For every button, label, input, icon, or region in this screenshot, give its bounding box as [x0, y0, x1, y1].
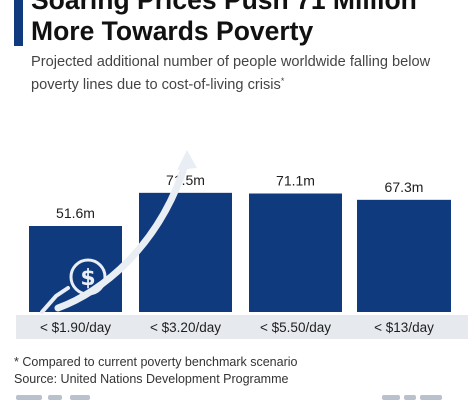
title-accent-bar	[14, 0, 23, 46]
category-label-4: < $13/day	[374, 320, 434, 335]
arrow-curve	[54, 158, 190, 312]
chart-title: Soaring Prices Push 71 Million More Towa…	[31, 0, 471, 47]
chart-title-line-2: More Towards Poverty	[31, 16, 314, 46]
pushing-figure	[40, 286, 70, 314]
value-label-1: 51.6m	[56, 205, 95, 221]
bar-4	[357, 199, 451, 312]
category-label-1: < $1.90/day	[40, 320, 111, 335]
bar-3	[249, 193, 342, 312]
dollar-sign-icon: $	[80, 266, 95, 291]
category-label-2: < $3.20/day	[150, 320, 221, 335]
arrow-head	[177, 150, 197, 170]
dollar-coin-rising-arrow-icon: $	[40, 150, 197, 314]
source-note: Source: United Nations Development Progr…	[14, 372, 289, 386]
value-label-3: 71.1m	[276, 173, 315, 189]
footnote: * Compared to current poverty benchmark …	[14, 355, 298, 369]
coin-outline	[69, 258, 107, 296]
value-label-4: 67.3m	[385, 179, 424, 195]
chart-title-line-1: Soaring Prices Push 71 Million	[31, 0, 417, 15]
brand-strip	[0, 392, 474, 400]
category-label-band	[16, 315, 468, 339]
category-label-3: < $5.50/day	[260, 320, 331, 335]
footnote-marker: *	[280, 76, 285, 86]
chart-subtitle: Projected additional number of people wo…	[31, 53, 471, 95]
bar-2	[139, 192, 232, 312]
chart-subtitle-text: Projected additional number of people wo…	[31, 54, 431, 93]
